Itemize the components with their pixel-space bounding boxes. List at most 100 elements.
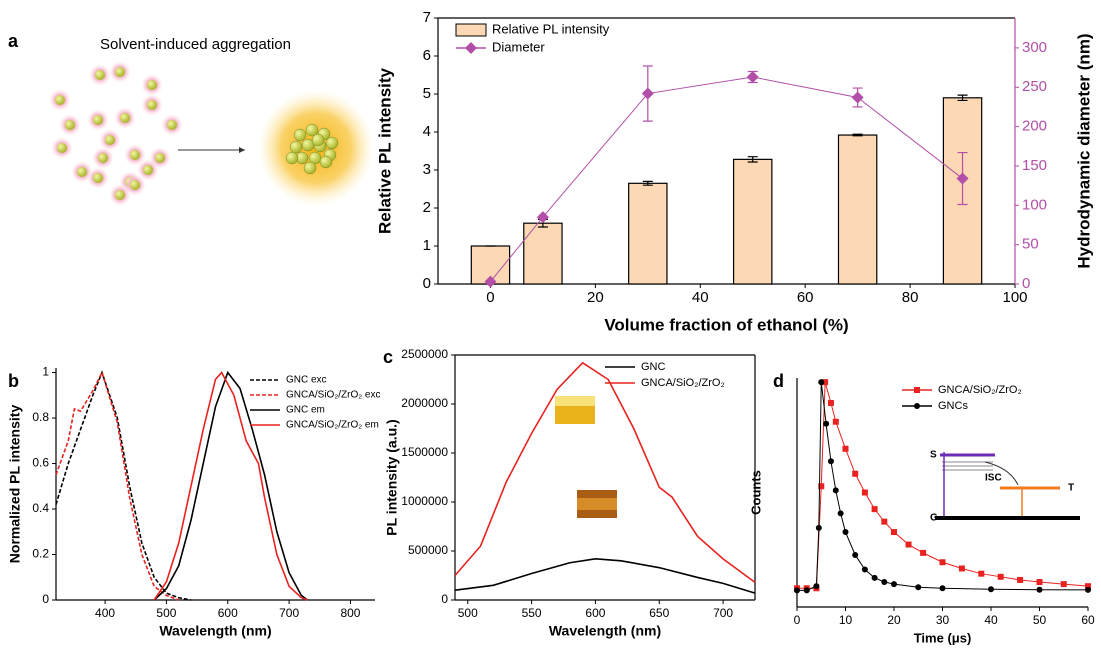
x-tick-label: 700 [279,606,299,620]
y-tick-label: 0.8 [32,410,49,424]
y-tick-label: 0.4 [32,501,49,515]
legend-marker [914,403,920,409]
particle [65,120,75,130]
marker [852,551,859,558]
marker [881,518,888,525]
y-tick-label: 4 [423,123,431,140]
marker [915,584,922,591]
particle [98,153,108,163]
particle [319,155,333,169]
series-line [153,370,308,601]
y-tick-label: 0 [441,592,448,606]
error-bar [852,87,863,108]
marker [827,458,834,465]
marker [832,418,839,425]
x-axis-label: Wavelength (nm) [549,623,661,639]
error-bar [642,65,653,122]
y2-axis-label: Hydrodynamic diameter (nm) [1074,33,1093,268]
x-tick-label: 100 [1002,289,1027,306]
bar [837,134,878,285]
marker [939,559,946,566]
particle [147,80,157,90]
aggregate [285,123,339,175]
y-tick-label: 0.2 [32,547,49,561]
particle [93,115,103,125]
particle [93,173,103,183]
series-line [55,370,192,601]
marker [920,549,927,556]
y2-tick-label: 100 [1022,196,1047,213]
particle [77,167,87,177]
y-axis-label: Normalized PL intensity [7,405,23,564]
y-tick-label: 6 [423,47,431,64]
x-tick-label: 0 [486,289,494,306]
marker [818,483,825,490]
marker [871,506,878,513]
x-tick-label: 600 [218,606,238,620]
chart: c 500 550 600 650 700 0 500000 1000000 1500000 200… [383,347,756,639]
y-tick-label: 1500000 [401,445,448,459]
legend-label: Relative PL intensity [492,21,610,36]
error-bar [747,156,758,163]
legend-label: GNC [641,361,666,373]
annotation: T [1068,483,1074,494]
x-tick-label: 20 [887,613,901,627]
series-line [454,558,756,594]
x-tick-label: 60 [797,289,814,306]
marker [823,420,830,427]
marker [881,579,888,586]
particle [57,143,67,153]
marker [842,529,849,536]
legend-label: GNC exc [286,375,327,386]
legend-label: GNCA/SiO₂/ZrO₂ em [286,420,379,431]
legend-marker [465,42,477,54]
y-tick-label: 5 [423,85,431,102]
series-line [55,370,179,601]
particle [115,67,125,77]
particle [308,151,322,165]
x-tick-label: 700 [713,606,733,620]
y-tick-label: 1000000 [401,494,448,508]
particle [105,135,115,145]
y-axis-label: PL intensity (a.u.) [384,419,400,535]
marker [891,581,897,588]
annotation: S [930,450,937,461]
chart: 0 20 40 60 80 10001234567050100150200250300Vo… [375,9,1093,335]
marker [1017,576,1024,583]
x-axis-label: Time (μs) [914,630,972,645]
series-line [797,382,1089,591]
marker [891,529,897,536]
x-tick-label: 30 [936,613,950,627]
y-tick-label: 500000 [408,543,448,557]
marker [827,399,834,406]
dispersed-particles [49,61,183,206]
y-axis-label: Counts [748,470,763,515]
particle [115,190,125,200]
particle [167,120,177,130]
y2-tick-label: 200 [1022,118,1047,135]
series-line [454,361,756,584]
x-tick-label: 50 [1033,613,1047,627]
error-bar [852,133,863,137]
marker [1060,581,1067,588]
series-line [153,371,308,601]
y2-tick-label: 250 [1022,78,1047,95]
annotation: ISC [985,473,1002,484]
marker [1085,583,1091,590]
marker [997,573,1004,580]
marker [1036,586,1043,593]
marker [905,541,912,548]
y2-tick-label: 0 [1022,275,1030,292]
particle [95,70,105,80]
marker [978,570,985,577]
error-bar [642,180,653,186]
marker [939,585,946,592]
chart: d 0 10 20 30 40 50 60 Time (μs) Counts GNCA/SiO₂/Z… [748,371,1095,646]
y2-tick-label: 150 [1022,157,1047,174]
x-tick-label: 10 [839,613,853,627]
particle [293,128,307,142]
y-tick-label: 3 [423,161,431,178]
particle [303,161,317,175]
x-tick-label: 80 [902,289,919,306]
